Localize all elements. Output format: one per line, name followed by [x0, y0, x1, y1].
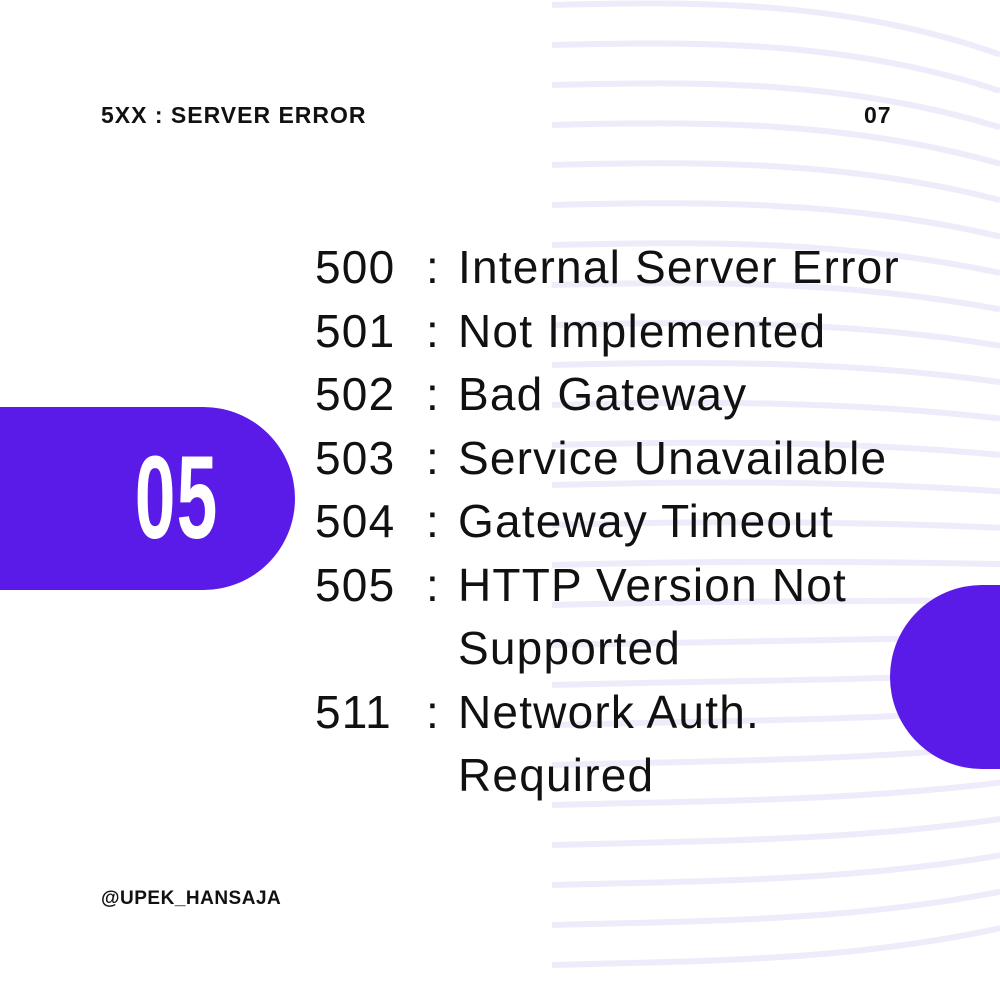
status-code: 502: [315, 368, 396, 420]
wave-line: [551, 80, 1000, 131]
wave-line: [551, 240, 1000, 276]
wave-line: [551, 120, 1000, 167]
wave-line: [551, 479, 1000, 495]
wave-line: [551, 160, 1000, 204]
status-description: Gateway Timeout: [458, 495, 834, 547]
wave-line: [551, 320, 1000, 349]
wave-line: [551, 359, 1000, 386]
separator: :: [426, 685, 440, 738]
wave-line: [551, 200, 1000, 240]
status-description: Supported: [458, 622, 682, 674]
number-badge: [0, 407, 295, 590]
status-description: Internal Server Error: [458, 241, 900, 293]
separator: :: [426, 368, 440, 420]
separator: :: [426, 431, 440, 484]
author-handle: @UPEK_HANSAJA: [101, 888, 282, 909]
status-code: 511: [315, 685, 392, 738]
separator: :: [426, 241, 440, 293]
wave-line: [551, 519, 1000, 531]
wave-line: [551, 280, 1000, 313]
wave-line: [551, 558, 1000, 568]
wave-line: [551, 888, 1000, 928]
separator: :: [426, 558, 440, 611]
wave-line: [551, 399, 1000, 422]
separator: :: [426, 304, 440, 357]
wave-line: [551, 852, 1000, 888]
badge-number: 05: [134, 432, 219, 564]
section-title: 5XX : SERVER ERROR: [101, 102, 367, 128]
wave-line: [551, 779, 1000, 808]
wave-line: [551, 439, 1000, 458]
status-code: 505: [315, 558, 396, 611]
status-description: Not Implemented: [458, 304, 827, 357]
status-description: Service Unavailable: [458, 431, 888, 484]
status-description: HTTP Version Not: [458, 558, 848, 611]
page-number: 07: [864, 102, 892, 128]
wave-line: [551, 0, 1000, 58]
wave-line: [551, 40, 1000, 94]
status-code: 504: [315, 495, 396, 547]
status-description: Required: [458, 749, 655, 801]
status-code: 500: [315, 241, 396, 293]
wave-line: [551, 815, 1000, 848]
status-description: Bad Gateway: [458, 368, 748, 420]
status-description: Network Auth.: [458, 685, 760, 738]
status-code: 503: [315, 431, 396, 484]
status-code: 501: [315, 304, 396, 357]
separator: :: [426, 495, 440, 547]
wave-line: [551, 925, 1000, 968]
